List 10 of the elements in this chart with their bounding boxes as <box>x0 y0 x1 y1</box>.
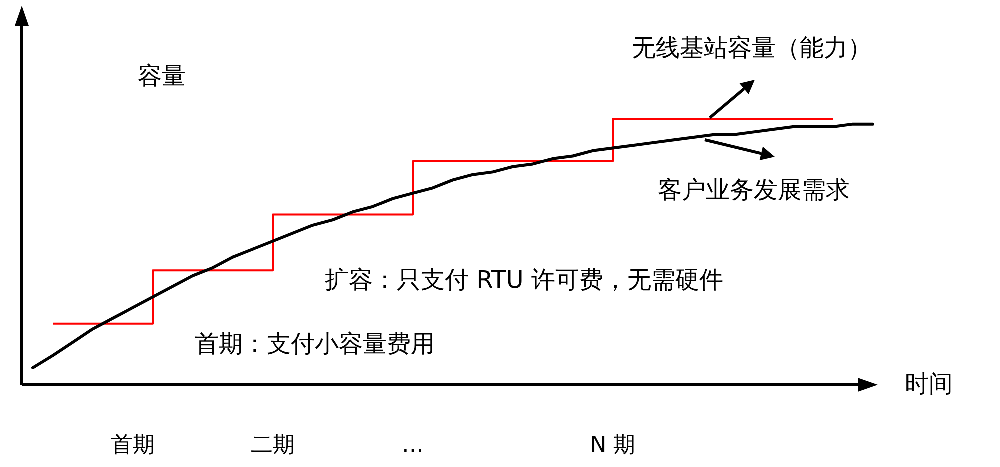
x-axis-title: 时间 <box>905 370 953 398</box>
text: 无线基站容量（能力） <box>632 34 872 62</box>
annotation: 扩容：只支付 RTU 许可费，无需硬件 <box>325 266 724 294</box>
legend-label: 客户业务发展需求 <box>658 176 850 204</box>
y-axis-title: 容量 <box>138 62 186 90</box>
x-tick-label: 首期 <box>111 433 155 458</box>
x-tick-label: N 期 <box>590 433 636 458</box>
x-tick-label: … <box>402 433 424 458</box>
annotation: 首期：支付小容量费用 <box>195 330 435 358</box>
x-tick-label: 二期 <box>251 433 295 458</box>
